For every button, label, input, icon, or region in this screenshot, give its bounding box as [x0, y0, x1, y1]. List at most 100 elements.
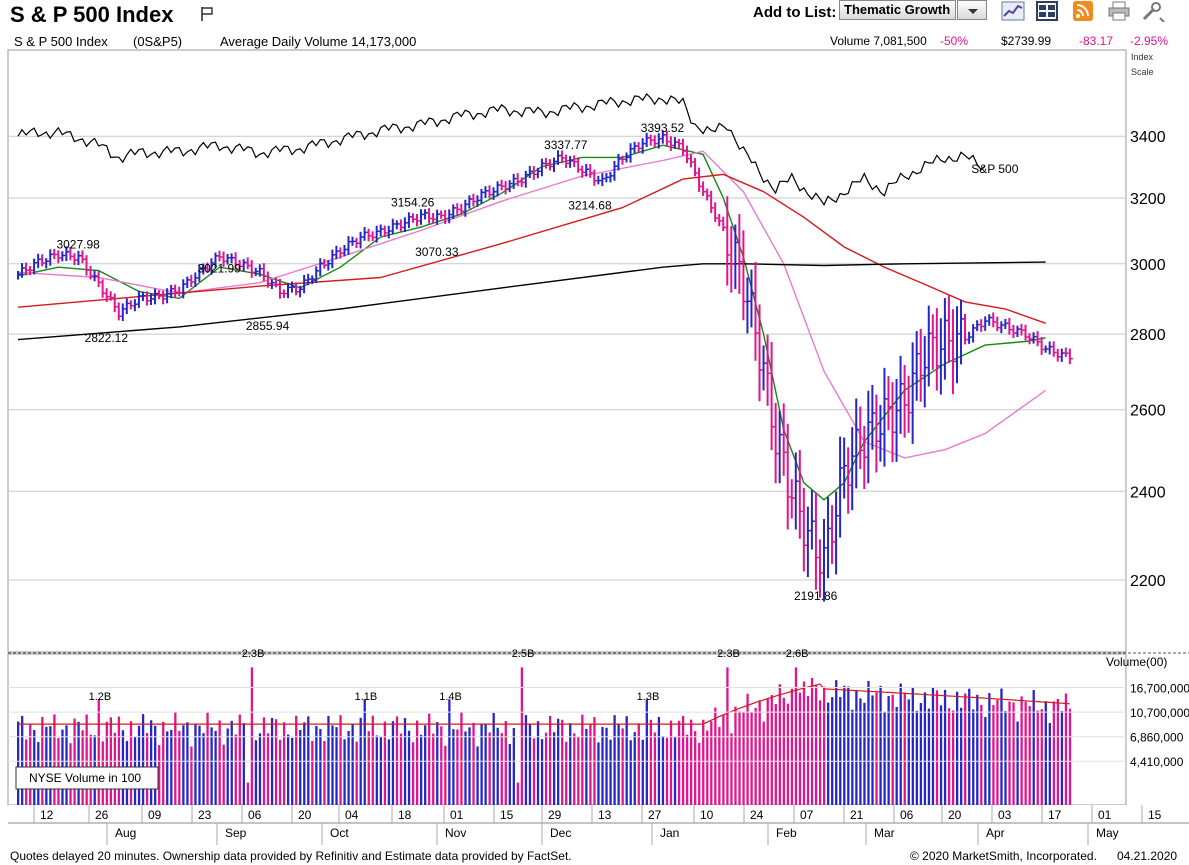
price-bar: [351, 236, 356, 246]
footer-copyright: © 2020 MarketSmith, Incorporated.: [910, 849, 1097, 863]
volume-bar: [726, 667, 729, 805]
volume-bar: [972, 709, 975, 805]
list-select-dropdown-button[interactable]: [957, 0, 987, 20]
volume-bar: [512, 728, 515, 805]
price-bar: [903, 365, 908, 438]
price-bar: [883, 367, 888, 467]
price-bar: [818, 539, 823, 598]
price-bar: [907, 375, 912, 433]
tools-icon[interactable]: [1140, 0, 1166, 22]
price-bar: [17, 270, 21, 280]
list-select[interactable]: Thematic Growth: [839, 0, 956, 20]
volume-bar: [1024, 701, 1027, 805]
volume-bar: [750, 712, 753, 805]
price-bar: [343, 244, 348, 257]
volume-bar: [847, 686, 850, 805]
volume-bar: [371, 715, 374, 805]
price-bar: [605, 172, 610, 183]
chart-icon[interactable]: [1000, 0, 1026, 22]
price-bar: [964, 313, 969, 345]
price-bar: [798, 449, 803, 539]
volume-bar: [871, 695, 874, 805]
price-bar: [395, 220, 400, 230]
volume-bar: [363, 699, 366, 805]
day-tick-label: 21: [850, 808, 864, 822]
volume-bar: [73, 718, 76, 805]
grid-icon[interactable]: [1034, 0, 1060, 22]
volume-bar: [182, 725, 185, 805]
price-bar: [980, 319, 985, 332]
price-bar: [1016, 325, 1021, 338]
price-bar: [730, 226, 735, 293]
price-bar: [77, 250, 82, 266]
price-bar: [677, 138, 682, 149]
price-bar: [887, 376, 892, 431]
price-bar: [154, 288, 159, 305]
volume-bar: [198, 725, 201, 805]
day-tick-label: 07: [800, 808, 814, 822]
price-bar: [379, 224, 384, 237]
day-tick-label: 26: [95, 808, 109, 822]
price-bar: [823, 518, 827, 602]
price-bar: [222, 251, 227, 267]
price-bar: [947, 295, 952, 363]
volume-bar: [1052, 701, 1056, 805]
volume-bar: [883, 711, 886, 805]
volume-bar: [782, 697, 785, 805]
volume-bar: [415, 720, 419, 805]
day-tick-label: 23: [198, 808, 212, 822]
price-bar: [41, 254, 46, 267]
price-bar: [178, 286, 183, 297]
volume-bar: [694, 731, 697, 805]
print-icon[interactable]: [1106, 0, 1132, 22]
price-bar: [311, 275, 316, 285]
volume-bar: [754, 707, 757, 805]
volume-bar: [53, 714, 56, 805]
price-bar: [149, 293, 154, 305]
volume-bar: [544, 732, 548, 805]
volume-bar: [927, 708, 931, 805]
price-bar: [186, 276, 191, 289]
price-bar: [722, 216, 727, 232]
volume-bar: [327, 715, 330, 805]
volume-bar: [552, 732, 556, 805]
price-bar: [673, 137, 678, 149]
price-bar: [206, 262, 211, 273]
price-annotation: S&P 500: [971, 162, 1018, 176]
volume-tick-label: 4,410,000: [1130, 755, 1184, 769]
price-bar: [403, 217, 408, 233]
volume-bar: [254, 740, 258, 805]
price-bar: [871, 385, 876, 450]
month-tick-label: Sep: [225, 826, 247, 840]
price-bar: [198, 265, 203, 282]
volume-annotation: 2.3B: [717, 648, 740, 660]
price-bar: [295, 282, 300, 296]
volume-bar: [141, 714, 145, 805]
price-bar: [266, 271, 271, 288]
price-bar: [53, 248, 58, 260]
volume-annotation: 2.6B: [786, 648, 809, 660]
volume-bar: [214, 730, 217, 805]
price-bar: [1008, 317, 1013, 335]
price-bar: [984, 316, 989, 331]
volume-bar: [621, 728, 624, 805]
price-bar: [109, 291, 114, 301]
price-bar: [335, 245, 340, 260]
avg-volume: Average Daily Volume 14,173,000: [220, 34, 417, 49]
price-bar: [476, 195, 481, 207]
flag-icon[interactable]: [200, 6, 214, 22]
volume-bar: [1004, 711, 1007, 805]
volume-bar: [839, 697, 842, 805]
price-bar: [331, 249, 336, 269]
volume-bar: [287, 734, 290, 805]
rss-icon[interactable]: [1070, 0, 1096, 22]
price-bar: [182, 279, 187, 299]
price-bar: [65, 246, 70, 261]
volume-bar: [194, 724, 197, 805]
day-tick-label: 03: [998, 808, 1012, 822]
volume-bar: [246, 782, 250, 805]
price-bar: [258, 264, 263, 277]
add-to-list-label: Add to List:: [753, 4, 837, 21]
volume-bar: [573, 733, 576, 805]
price-bar: [955, 306, 960, 384]
